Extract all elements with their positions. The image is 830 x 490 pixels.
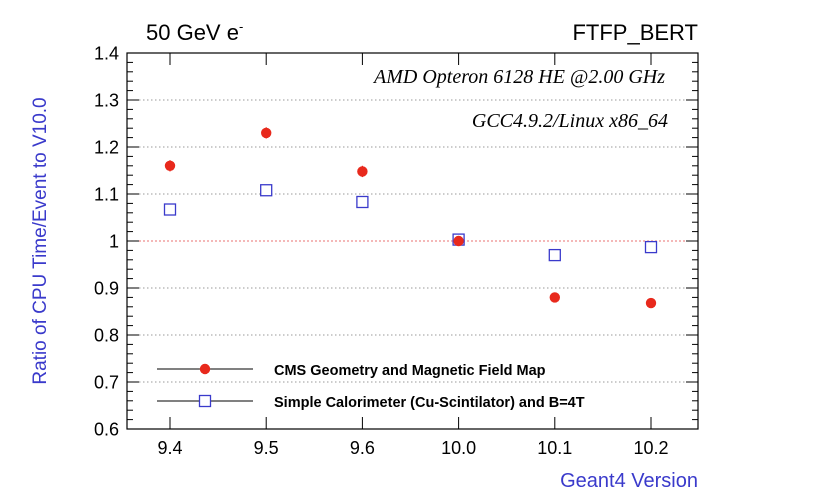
x-tick-label: 10.1 (537, 438, 572, 458)
x-tick-label: 9.5 (254, 438, 279, 458)
annotation-cpu: AMD Opteron 6128 HE @2.00 GHz (372, 66, 665, 88)
y-tick-label: 1.3 (94, 91, 119, 111)
x-tick-label: 10.2 (633, 438, 668, 458)
x-axis: 9.4 9.5 9.6 10.0 10.1 10.2 (157, 53, 669, 458)
legend-marker-simple (198, 394, 212, 408)
y-tick-label: 0.7 (94, 373, 119, 393)
legend-marker-cms (199, 363, 211, 375)
data-point-cms (357, 166, 368, 177)
y-tick-label: 1 (109, 232, 119, 252)
x-tick-label: 9.4 (157, 438, 182, 458)
grid-layer (127, 99, 698, 383)
x-axis-label: Geant4 Version (560, 470, 698, 490)
y-tick-label: 1.4 (94, 44, 119, 64)
data-point-simple (356, 195, 369, 209)
y-tick-label: 1.1 (94, 185, 119, 205)
y-tick-label: 0.8 (94, 326, 119, 346)
data-point-simple (548, 248, 561, 262)
chart-title-right: FTFP_BERT (572, 20, 698, 45)
data-point-cms (645, 297, 657, 309)
legend-label-simple: Simple Calorimeter (Cu-Scintilator) and … (274, 395, 585, 411)
annotation-compiler: GCC4.9.2/Linux x86_64 (472, 110, 668, 132)
data-point-cms (453, 235, 464, 247)
y-axis-label: Ratio of CPU Time/Event to V10.0 (30, 97, 51, 384)
data-point-cms (549, 292, 560, 303)
chart-title-left: 50 GeV e- (146, 19, 243, 45)
data-point-simple (644, 240, 658, 254)
data-point-simple (260, 184, 273, 197)
data-point-cms (164, 160, 176, 171)
data-point-simple (163, 203, 177, 216)
y-tick-label: 1.2 (94, 138, 119, 158)
x-tick-label: 10.0 (441, 438, 476, 458)
y-tick-label: 0.6 (94, 420, 119, 440)
x-tick-label: 9.6 (350, 438, 375, 458)
y-tick-label: 0.9 (94, 279, 119, 299)
legend-label-cms: CMS Geometry and Magnetic Field Map (274, 363, 546, 379)
y-axis: 0.6 0.7 0.8 0.9 1 1.1 1.2 1.3 1.4 (94, 44, 698, 440)
data-point-cms (261, 127, 272, 139)
data-layer (163, 127, 658, 309)
legend: CMS Geometry and Magnetic Field Map Simp… (157, 363, 585, 411)
